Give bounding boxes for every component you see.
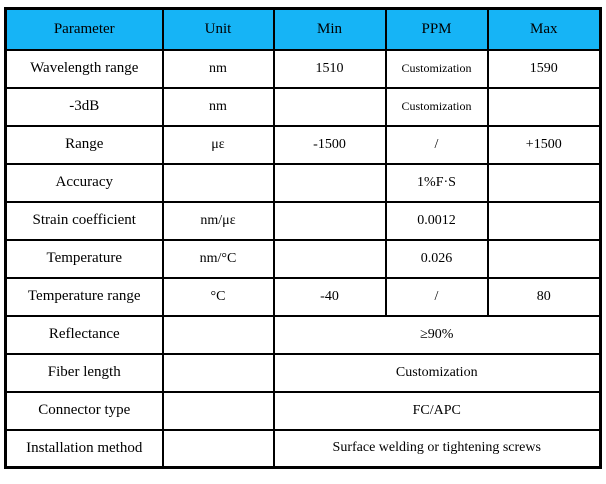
table-row-strain-coefficient: Strain coefficient nm/με 0.0012	[4, 200, 602, 241]
cell-unit: με	[161, 124, 275, 165]
cell-ppm: Customization	[384, 48, 489, 89]
table-row-temperature-range: Temperature range °C -40 / 80	[4, 276, 602, 317]
cell-min: 1510	[272, 48, 387, 89]
table-row-temperature: Temperature nm/°C 0.026	[4, 238, 602, 279]
cell-unit	[161, 162, 275, 203]
table-row-3db: -3dB nm Customization	[4, 86, 602, 127]
cell-parameter: Temperature	[4, 238, 164, 279]
cell-unit	[161, 390, 275, 431]
header-cell-max: Max	[486, 7, 602, 51]
cell-unit: nm/με	[161, 200, 275, 241]
table-row-fiber-length: Fiber length Customization	[4, 352, 602, 393]
table-row-accuracy: Accuracy 1%F·S	[4, 162, 602, 203]
cell-merged-value: Surface welding or tightening screws	[272, 428, 602, 469]
cell-ppm: 1%F·S	[384, 162, 489, 203]
cell-merged-value: FC/APC	[272, 390, 602, 431]
cell-min	[272, 200, 387, 241]
header-cell-min: Min	[272, 7, 387, 51]
header-row: Parameter Unit Min PPM Max	[4, 7, 602, 51]
cell-min: -1500	[272, 124, 387, 165]
header-cell-parameter: Parameter	[4, 7, 164, 51]
header-cell-unit: Unit	[161, 7, 275, 51]
cell-max: 80	[486, 276, 602, 317]
cell-parameter: Installation method	[4, 428, 164, 469]
cell-merged-value: Customization	[272, 352, 602, 393]
cell-min	[272, 238, 387, 279]
cell-max: +1500	[486, 124, 602, 165]
cell-parameter: Reflectance	[4, 314, 164, 355]
cell-parameter: -3dB	[4, 86, 164, 127]
header-cell-ppm: PPM	[384, 7, 489, 51]
cell-max	[486, 238, 602, 279]
table-row-wavelength-range: Wavelength range nm 1510 Customization 1…	[4, 48, 602, 89]
cell-parameter: Wavelength range	[4, 48, 164, 89]
cell-ppm: /	[384, 124, 489, 165]
cell-max	[486, 162, 602, 203]
cell-max	[486, 86, 602, 127]
cell-unit: nm/°C	[161, 238, 275, 279]
table-row-connector-type: Connector type FC/APC	[4, 390, 602, 431]
table-row-range: Range με -1500 / +1500	[4, 124, 602, 165]
cell-min	[272, 86, 387, 127]
cell-min	[272, 162, 387, 203]
cell-parameter: Range	[4, 124, 164, 165]
cell-parameter: Fiber length	[4, 352, 164, 393]
cell-parameter: Temperature range	[4, 276, 164, 317]
cell-unit	[161, 314, 275, 355]
cell-unit: nm	[161, 86, 275, 127]
cell-max	[486, 200, 602, 241]
cell-parameter: Accuracy	[4, 162, 164, 203]
cell-ppm: 0.0012	[384, 200, 489, 241]
table-row-reflectance: Reflectance ≥90%	[4, 314, 602, 355]
cell-unit	[161, 352, 275, 393]
spec-table: Parameter Unit Min PPM Max Wavelength ra…	[4, 7, 602, 469]
cell-merged-value: ≥90%	[272, 314, 602, 355]
cell-min: -40	[272, 276, 387, 317]
cell-ppm: 0.026	[384, 238, 489, 279]
cell-parameter: Strain coefficient	[4, 200, 164, 241]
cell-parameter: Connector type	[4, 390, 164, 431]
cell-ppm: /	[384, 276, 489, 317]
cell-unit: nm	[161, 48, 275, 89]
cell-max: 1590	[486, 48, 602, 89]
cell-unit: °C	[161, 276, 275, 317]
cell-ppm: Customization	[384, 86, 489, 127]
cell-unit	[161, 428, 275, 469]
table-row-installation-method: Installation method Surface welding or t…	[4, 428, 602, 469]
